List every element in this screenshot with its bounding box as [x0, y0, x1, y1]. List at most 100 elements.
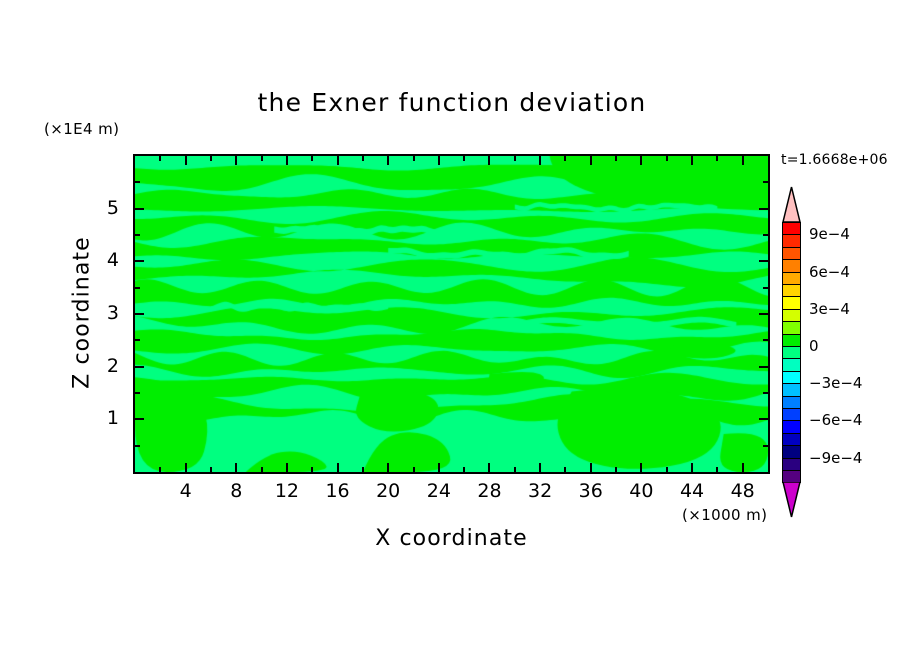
- y-axis-tick: [135, 418, 144, 421]
- y-axis-tick-right: [759, 313, 768, 315]
- x-axis-tick-label: 48: [730, 480, 755, 502]
- x-axis-tick-label: 24: [426, 480, 451, 502]
- y-axis-tick-label: 4: [106, 249, 119, 272]
- x-axis-tick-label: 4: [179, 480, 192, 502]
- x-axis-tick-top: [741, 156, 744, 165]
- colorbar-band: [782, 457, 801, 471]
- x-axis-unit-label: (×1000 m): [682, 506, 768, 524]
- y-axis-tick: [135, 339, 140, 342]
- plot-area: [133, 154, 770, 474]
- colorbar: [782, 186, 801, 518]
- colorbar-band: [782, 271, 801, 285]
- x-axis-tick-top: [412, 156, 415, 161]
- y-axis-tick-right: [763, 234, 768, 236]
- x-axis-tick-top: [665, 156, 668, 161]
- x-axis-tick-label: 36: [578, 480, 603, 502]
- y-axis-tick-label: 3: [106, 302, 119, 324]
- colorbar-band: [782, 370, 801, 385]
- x-axis-tick: [539, 463, 542, 472]
- y-axis-tick: [135, 365, 144, 368]
- x-axis-tick: [513, 467, 516, 472]
- colorbar-tick-label: −6e−4: [809, 411, 863, 430]
- x-axis-tick-top: [209, 156, 212, 161]
- y-axis-tick: [135, 234, 140, 236]
- y-axis-tick: [135, 286, 140, 289]
- y-axis-tick: [135, 313, 144, 315]
- x-axis-tick-top: [589, 156, 592, 165]
- y-axis-title: Z coordinate: [69, 236, 95, 389]
- x-axis-tick: [311, 467, 314, 472]
- y-axis-tick-right: [763, 392, 768, 394]
- x-axis-tick-label: 32: [528, 480, 553, 502]
- contour-field: [135, 156, 768, 472]
- x-axis-tick-top: [387, 156, 390, 165]
- x-axis-tick-top: [691, 156, 694, 165]
- x-axis-tick-label: 8: [230, 480, 243, 502]
- colorbar-band: [782, 445, 801, 459]
- x-axis-tick-top: [463, 156, 466, 161]
- colorbar-tick-label: 3e−4: [809, 299, 850, 318]
- y-axis-tick: [135, 260, 144, 263]
- colorbar-band: [782, 470, 801, 484]
- x-axis-tick-top: [311, 156, 314, 161]
- y-axis-tick: [135, 207, 144, 210]
- colorbar-tick-label: −9e−4: [809, 448, 863, 467]
- x-axis-tick-top: [361, 156, 364, 161]
- colorbar-band: [782, 321, 801, 335]
- colorbar-tick-label: −3e−4: [809, 374, 863, 393]
- colorbar-band: [782, 222, 801, 236]
- colorbar-band: [782, 420, 801, 434]
- y-axis-tick-label: 5: [106, 196, 119, 219]
- colorbar-band: [782, 333, 801, 347]
- x-axis-tick-top: [437, 156, 440, 165]
- x-axis-tick-top: [615, 156, 618, 161]
- colorbar-band: [782, 346, 801, 360]
- y-axis-tick: [135, 392, 140, 394]
- x-axis-tick-top: [716, 156, 719, 161]
- colorbar-band: [782, 259, 801, 273]
- colorbar-band: [782, 234, 801, 248]
- x-axis-tick-top: [513, 156, 516, 161]
- x-axis-tick: [640, 463, 643, 472]
- x-axis-tick: [184, 463, 187, 472]
- colorbar-band: [782, 284, 801, 298]
- colorbar-tick-label: 9e−4: [809, 225, 850, 244]
- x-axis-tick: [665, 467, 668, 472]
- x-axis-tick-label: 40: [629, 480, 654, 502]
- colorbar-band: [782, 432, 801, 447]
- y-axis-tick-right: [763, 339, 768, 342]
- x-axis-tick-top: [488, 156, 491, 165]
- colorbar-band: [782, 246, 801, 261]
- x-axis-tick: [209, 467, 212, 472]
- x-axis-title: X coordinate: [375, 526, 528, 551]
- x-axis-tick: [488, 463, 491, 472]
- y-axis-tick-right: [759, 418, 768, 421]
- y-axis-tick-right: [763, 286, 768, 289]
- x-axis-tick-label: 44: [679, 480, 705, 502]
- x-axis-tick-label: 16: [325, 480, 350, 502]
- y-axis-tick: [135, 444, 140, 447]
- x-axis-tick: [716, 467, 719, 472]
- y-axis-tick-right: [763, 181, 768, 184]
- colorbar-band: [782, 296, 801, 310]
- y-axis-tick-right: [759, 260, 768, 263]
- colorbar-band: [782, 383, 801, 397]
- x-axis-tick: [387, 463, 390, 472]
- y-axis-tick-label: 2: [106, 354, 119, 377]
- x-axis-tick-top: [235, 156, 238, 165]
- colorbar-over-cap: [782, 186, 801, 223]
- y-axis-tick-right: [763, 444, 768, 447]
- x-axis-tick: [589, 463, 592, 472]
- x-axis-tick-top: [285, 156, 288, 165]
- page-title: the Exner function deviation: [257, 88, 647, 117]
- x-axis-tick: [260, 467, 263, 472]
- timestamp-annotation: t=1.6668e+06: [781, 152, 888, 168]
- colorbar-under-cap: [782, 481, 801, 518]
- x-axis-tick-top: [159, 156, 162, 161]
- x-axis-tick-label: 20: [376, 480, 401, 502]
- x-axis-tick-top: [564, 156, 567, 161]
- x-axis-tick-top: [260, 156, 263, 161]
- x-axis-tick-top: [539, 156, 542, 165]
- x-axis-tick: [564, 467, 567, 472]
